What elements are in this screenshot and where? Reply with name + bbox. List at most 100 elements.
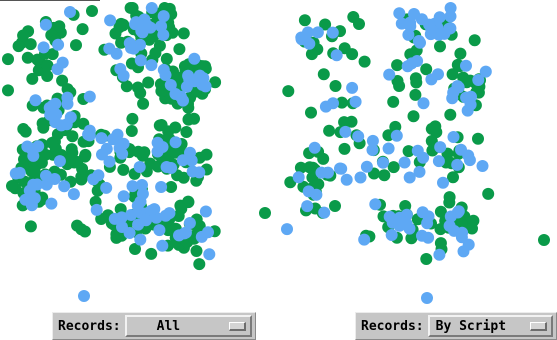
blue-point bbox=[108, 212, 121, 225]
green-point bbox=[19, 125, 32, 138]
green-point bbox=[76, 23, 89, 36]
green-point bbox=[95, 213, 108, 225]
blue-point bbox=[349, 95, 362, 108]
records-option-menu[interactable]: By Script bbox=[427, 315, 553, 337]
green-point bbox=[169, 146, 182, 159]
blue-point bbox=[421, 292, 433, 304]
green-point bbox=[410, 76, 423, 89]
blue-point bbox=[188, 52, 201, 65]
green-point bbox=[323, 124, 336, 137]
green-point bbox=[70, 39, 82, 52]
blue-point bbox=[479, 65, 492, 78]
blue-point bbox=[369, 198, 382, 211]
blue-point bbox=[416, 229, 428, 242]
green-point bbox=[338, 142, 351, 155]
blue-point bbox=[145, 2, 158, 14]
green-point bbox=[446, 68, 459, 81]
records-label: Records: bbox=[361, 318, 424, 334]
records-bar: Records: All bbox=[52, 312, 256, 340]
blue-point bbox=[132, 218, 145, 231]
green-point bbox=[468, 34, 481, 47]
green-point bbox=[66, 130, 79, 143]
blue-point bbox=[133, 161, 146, 173]
green-point bbox=[149, 47, 162, 60]
blue-point bbox=[393, 7, 406, 20]
green-point bbox=[6, 180, 18, 192]
blue-point bbox=[92, 169, 105, 182]
blue-point bbox=[104, 14, 117, 27]
blue-point bbox=[443, 219, 456, 232]
blue-point bbox=[151, 136, 164, 149]
blue-point bbox=[180, 80, 193, 93]
green-point bbox=[443, 196, 456, 209]
green-point bbox=[190, 245, 203, 257]
blue-point bbox=[444, 2, 457, 14]
green-point bbox=[472, 132, 484, 145]
option-menu-indicator-icon bbox=[229, 321, 246, 331]
green-point bbox=[79, 148, 92, 161]
records-option-menu[interactable]: All bbox=[124, 315, 252, 337]
blue-point bbox=[462, 238, 475, 251]
green-point bbox=[165, 181, 178, 193]
blue-point bbox=[444, 10, 457, 23]
blue-point bbox=[413, 165, 426, 178]
top-divider bbox=[0, 0, 100, 1]
blue-point bbox=[339, 125, 352, 138]
green-point bbox=[132, 145, 145, 158]
blue-point bbox=[157, 10, 170, 23]
blue-point bbox=[422, 210, 435, 223]
blue-point bbox=[402, 28, 415, 41]
blue-point bbox=[308, 141, 321, 154]
blue-point bbox=[27, 178, 40, 191]
blue-point bbox=[145, 204, 158, 217]
blue-point bbox=[366, 144, 379, 156]
records-bar: Records: By Script bbox=[355, 312, 557, 340]
blue-point bbox=[131, 199, 144, 212]
green-point bbox=[169, 121, 182, 134]
green-point bbox=[402, 145, 415, 158]
green-point bbox=[454, 47, 467, 60]
blue-point bbox=[67, 188, 80, 201]
blue-point bbox=[127, 42, 140, 55]
blue-point bbox=[383, 68, 396, 81]
green-point bbox=[447, 171, 459, 184]
blue-point bbox=[310, 188, 323, 201]
blue-point bbox=[360, 160, 373, 173]
blue-point bbox=[156, 239, 169, 252]
blue-point bbox=[455, 143, 467, 156]
green-point bbox=[142, 76, 155, 89]
blue-point bbox=[95, 132, 108, 145]
green-point bbox=[420, 63, 433, 76]
blue-point bbox=[169, 136, 182, 149]
blue-point bbox=[197, 72, 210, 85]
green-point bbox=[64, 153, 76, 166]
green-point bbox=[434, 40, 446, 53]
green-point bbox=[71, 219, 84, 232]
green-point bbox=[56, 74, 69, 87]
blue-point bbox=[318, 206, 331, 219]
blue-point bbox=[103, 155, 116, 168]
blue-point bbox=[123, 227, 136, 239]
green-point bbox=[391, 75, 404, 87]
blue-point bbox=[186, 165, 199, 178]
blue-point bbox=[398, 156, 411, 169]
green-point bbox=[329, 200, 341, 212]
green-point bbox=[378, 169, 391, 182]
blue-point bbox=[433, 248, 446, 261]
scatter-plot-all bbox=[2, 2, 271, 302]
green-point bbox=[126, 112, 139, 125]
green-point bbox=[420, 253, 433, 265]
blue-point bbox=[403, 171, 416, 184]
blue-point bbox=[113, 142, 126, 155]
green-point bbox=[298, 14, 311, 27]
blue-point bbox=[56, 56, 69, 69]
green-point bbox=[319, 18, 332, 31]
blue-point bbox=[403, 222, 416, 235]
green-point bbox=[387, 161, 400, 174]
green-point bbox=[317, 68, 330, 81]
blue-point bbox=[463, 154, 476, 167]
blue-point bbox=[134, 54, 147, 67]
blue-point bbox=[202, 226, 214, 239]
blue-point bbox=[83, 90, 96, 103]
green-point bbox=[434, 205, 447, 218]
